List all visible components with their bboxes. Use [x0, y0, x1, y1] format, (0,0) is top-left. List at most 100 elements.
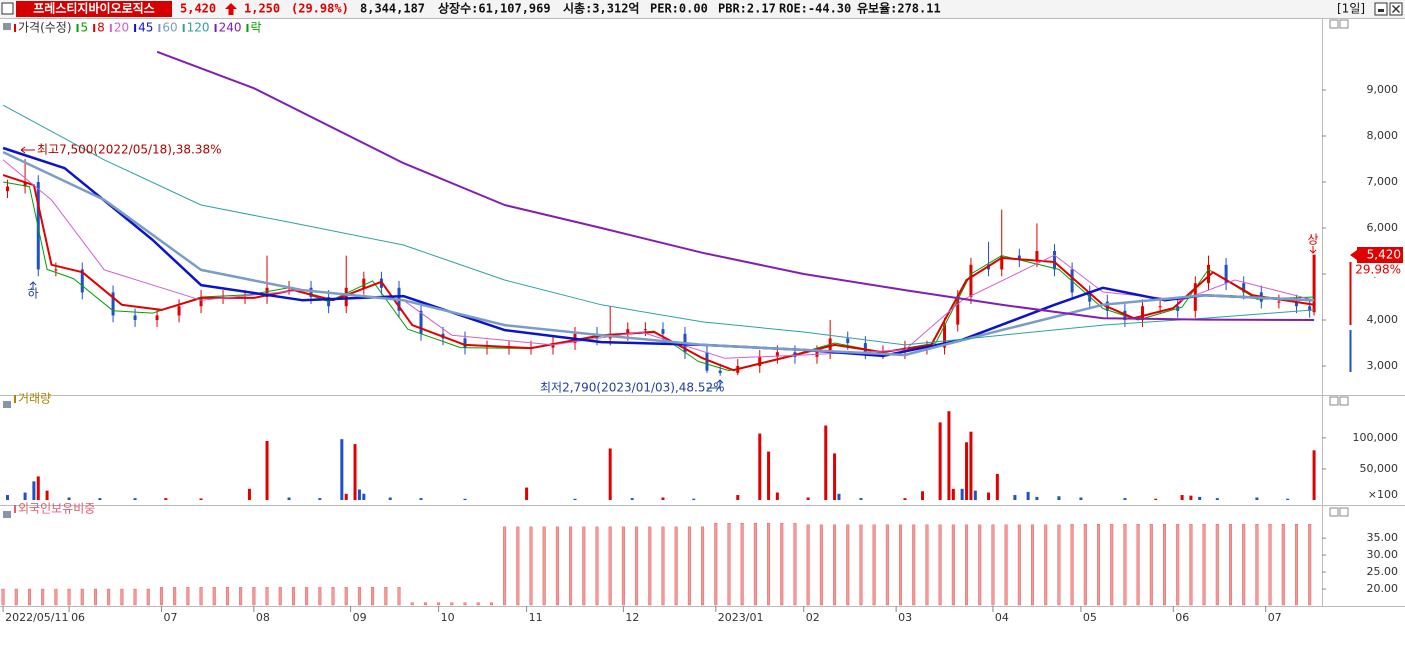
y-tick-label: 9,000 — [1367, 83, 1399, 96]
candle-body — [626, 329, 630, 334]
bar — [969, 431, 973, 500]
bar — [819, 524, 823, 606]
panel-button[interactable] — [1329, 19, 1339, 29]
bar — [674, 526, 678, 606]
bar — [291, 587, 295, 606]
legend-label: 60 — [162, 21, 177, 35]
bar — [661, 526, 665, 606]
bar — [1228, 523, 1232, 606]
panel-button[interactable] — [1329, 507, 1339, 517]
bar — [995, 473, 999, 500]
x-tick-label: 2022/05/11 — [5, 611, 68, 624]
bar — [1255, 523, 1259, 606]
bar — [569, 526, 573, 606]
legend-swatch — [158, 24, 161, 32]
legend-label: 120 — [187, 21, 210, 35]
candle-body — [362, 278, 366, 288]
bar — [1083, 523, 1087, 606]
x-tick-label: 06 — [71, 611, 85, 624]
bar — [1281, 523, 1285, 606]
bar — [344, 493, 348, 500]
bar — [41, 588, 45, 606]
per: PER:0.00 — [650, 2, 708, 16]
candle-body — [643, 329, 647, 331]
bar — [630, 498, 634, 500]
bar — [595, 526, 599, 606]
price-pointer — [1350, 250, 1357, 260]
bar — [608, 448, 612, 500]
candle-body — [309, 287, 313, 298]
legend-swatch — [182, 24, 185, 32]
bar — [265, 587, 269, 606]
x-tick-label: 10 — [441, 611, 455, 624]
candle-body — [80, 269, 84, 293]
candle-body — [1224, 264, 1228, 284]
bar — [555, 526, 559, 606]
bar — [164, 498, 168, 500]
bar — [225, 587, 229, 606]
panel-buttons — [3, 19, 1349, 518]
period[interactable]: [1일] — [1337, 2, 1365, 16]
bar — [661, 497, 665, 500]
legend-label: 240 — [219, 21, 242, 35]
bar — [1242, 523, 1246, 606]
bar — [837, 493, 841, 500]
candle-body — [463, 338, 467, 348]
change-pct: (29.98%) — [291, 2, 349, 16]
bar — [450, 602, 454, 606]
bar — [903, 498, 907, 500]
checkbox[interactable] — [1, 2, 14, 15]
bar — [67, 588, 71, 606]
bar — [965, 442, 969, 500]
bar — [780, 522, 784, 606]
bar — [1044, 524, 1048, 606]
bar — [1057, 496, 1061, 500]
bar — [503, 526, 507, 606]
bar — [252, 587, 256, 606]
bar — [573, 498, 577, 500]
candle-body — [1312, 254, 1316, 313]
legend-label: 가격(수정) — [18, 21, 72, 35]
y-tick-label: 6,000 — [1367, 221, 1399, 234]
candle-body — [1277, 301, 1281, 303]
legend-swatch — [109, 24, 112, 32]
candle-body — [1141, 306, 1145, 321]
y-tick-label: 7,000 — [1367, 175, 1399, 188]
bar — [1057, 524, 1061, 606]
bar — [27, 588, 31, 606]
bar — [340, 439, 344, 500]
up-arrow — [225, 3, 237, 15]
volume: 8,344,187 — [360, 2, 425, 16]
panel-button[interactable] — [1339, 507, 1349, 517]
bar — [925, 524, 929, 606]
low-note: 최저2,790(2023/01/03),48.52% — [540, 381, 725, 395]
name-box — [16, 1, 172, 17]
bar — [5, 495, 9, 500]
candle-body — [943, 324, 947, 348]
legend-label: 락 — [250, 21, 261, 35]
panel-button[interactable] — [1329, 396, 1339, 406]
bar — [146, 588, 150, 606]
listed-shares: 상장수:61,107,969 — [438, 1, 551, 16]
bar — [1026, 491, 1030, 500]
bar — [1079, 497, 1083, 500]
limit-down-mark: 하 — [27, 287, 38, 301]
bar — [1136, 523, 1140, 606]
bar — [714, 522, 718, 606]
bar — [159, 587, 163, 606]
bar — [951, 524, 955, 606]
panel-button[interactable] — [1339, 396, 1349, 406]
bar — [833, 453, 837, 500]
bar — [951, 488, 955, 500]
y-tick-label: 50,000 — [1360, 462, 1399, 475]
x-tick-label: 09 — [353, 611, 367, 624]
panel-button[interactable] — [1339, 19, 1349, 29]
bar — [463, 602, 467, 606]
bar — [947, 411, 951, 500]
bar — [687, 526, 691, 606]
bar — [965, 524, 969, 606]
bar — [265, 441, 269, 500]
bar — [199, 587, 203, 606]
bar — [14, 588, 18, 606]
